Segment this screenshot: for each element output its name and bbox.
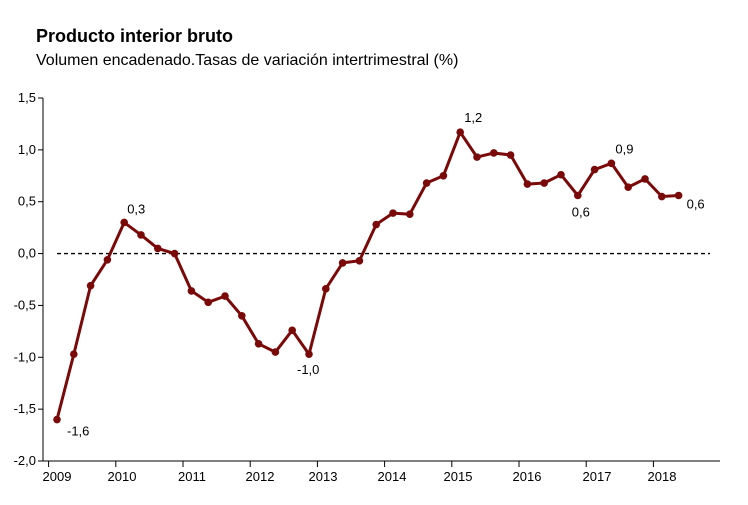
data-point — [422, 179, 431, 187]
data-point — [355, 257, 364, 265]
data-point — [288, 326, 297, 335]
x-tick-label: 2016 — [513, 469, 542, 484]
data-label: 1,2 — [464, 110, 482, 125]
y-tick-label: 0,5 — [18, 194, 36, 209]
data-point — [506, 151, 515, 159]
x-tick-label: 2017 — [583, 469, 612, 484]
x-tick-label: 2010 — [108, 469, 137, 484]
chart-title: Producto interior bruto — [36, 26, 233, 46]
data-point — [540, 179, 548, 187]
y-tick-label: -1,5 — [14, 401, 36, 416]
data-point — [406, 210, 414, 218]
data-point — [238, 312, 246, 320]
data-point — [624, 183, 632, 191]
data-point — [221, 292, 229, 300]
y-tick-label: 1,5 — [18, 90, 36, 105]
data-point — [338, 259, 347, 267]
data-point — [557, 170, 565, 179]
y-tick-label: 0,0 — [18, 246, 36, 261]
data-point — [439, 171, 448, 180]
x-tick-label: 2018 — [648, 469, 677, 484]
y-tick-label: -0,5 — [14, 297, 36, 312]
data-point — [254, 340, 263, 348]
data-point — [389, 209, 397, 217]
data-point — [154, 244, 162, 253]
data-point — [607, 159, 616, 168]
data-label: 0,9 — [615, 141, 633, 156]
data-point — [490, 149, 498, 157]
x-tick-label: 2009 — [43, 469, 72, 484]
data-point — [305, 350, 313, 358]
data-point — [322, 285, 330, 293]
data-point — [523, 180, 532, 188]
data-point — [658, 192, 666, 201]
data-point — [137, 231, 145, 239]
data-point — [456, 128, 465, 137]
chart-subtitle: Volumen encadenado.Tasas de variación in… — [36, 52, 459, 69]
x-tick-label: 2012 — [246, 469, 275, 484]
data-point — [574, 191, 582, 200]
y-tick-label: 1,0 — [18, 142, 36, 157]
data-point — [103, 255, 112, 264]
x-tick-label: 2013 — [309, 469, 338, 484]
data-point — [70, 350, 78, 358]
y-tick-label: -2,0 — [14, 453, 36, 468]
data-point — [170, 249, 179, 258]
data-label: 0,6 — [572, 204, 590, 219]
data-point — [187, 287, 196, 295]
data-point — [590, 165, 599, 174]
data-label: -1,6 — [67, 424, 89, 439]
data-label: 0,6 — [687, 196, 705, 211]
x-tick-label: 2014 — [378, 469, 407, 484]
data-label: -1,0 — [297, 362, 319, 377]
data-point — [120, 218, 128, 227]
data-point — [674, 191, 683, 200]
data-point — [641, 175, 649, 183]
series-line — [55, 130, 679, 420]
data-point — [271, 348, 280, 356]
data-point — [86, 281, 95, 290]
y-tick-label: -1,0 — [14, 349, 36, 364]
x-tick-label: 2015 — [444, 469, 473, 484]
x-tick-label: 2011 — [178, 469, 206, 484]
data-point — [372, 220, 381, 229]
data-label: 0,3 — [127, 201, 145, 216]
data-point — [53, 415, 61, 424]
data-point — [473, 153, 481, 161]
data-point — [204, 298, 212, 307]
